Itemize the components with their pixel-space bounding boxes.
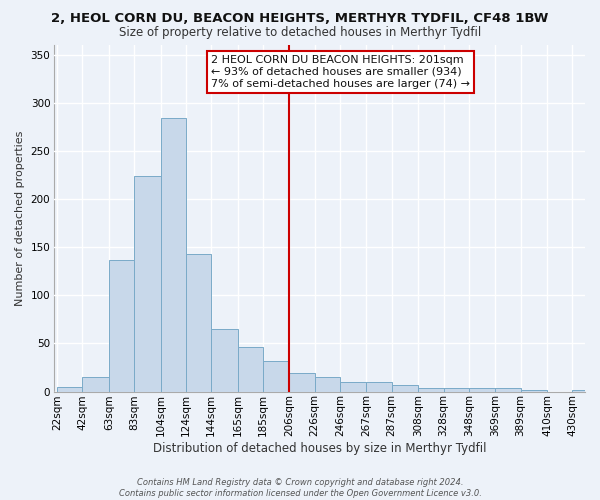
Text: 2 HEOL CORN DU BEACON HEIGHTS: 201sqm
← 93% of detached houses are smaller (934): 2 HEOL CORN DU BEACON HEIGHTS: 201sqm ← … (211, 56, 470, 88)
Bar (289, 374, 314, 392)
Bar (186, 254, 211, 392)
Bar (496, 388, 521, 392)
X-axis label: Distribution of detached houses by size in Merthyr Tydfil: Distribution of detached houses by size … (153, 442, 487, 455)
Bar (443, 388, 469, 392)
Bar (109, 260, 134, 392)
Text: Contains HM Land Registry data © Crown copyright and database right 2024.
Contai: Contains HM Land Registry data © Crown c… (119, 478, 481, 498)
Bar (392, 385, 418, 392)
Bar (340, 382, 367, 392)
Bar (211, 329, 238, 392)
Bar (314, 377, 340, 392)
Bar (367, 382, 392, 392)
Text: 2, HEOL CORN DU, BEACON HEIGHTS, MERTHYR TYDFIL, CF48 1BW: 2, HEOL CORN DU, BEACON HEIGHTS, MERTHYR… (52, 12, 548, 26)
Bar (418, 388, 443, 392)
Bar (469, 388, 496, 392)
Bar (82, 377, 109, 392)
Bar (57, 386, 82, 392)
Bar (134, 176, 161, 392)
Bar (263, 360, 289, 392)
Bar (572, 390, 598, 392)
Y-axis label: Number of detached properties: Number of detached properties (15, 130, 25, 306)
Text: Size of property relative to detached houses in Merthyr Tydfil: Size of property relative to detached ho… (119, 26, 481, 39)
Bar (161, 118, 186, 392)
Bar (521, 390, 547, 392)
Bar (238, 348, 263, 392)
